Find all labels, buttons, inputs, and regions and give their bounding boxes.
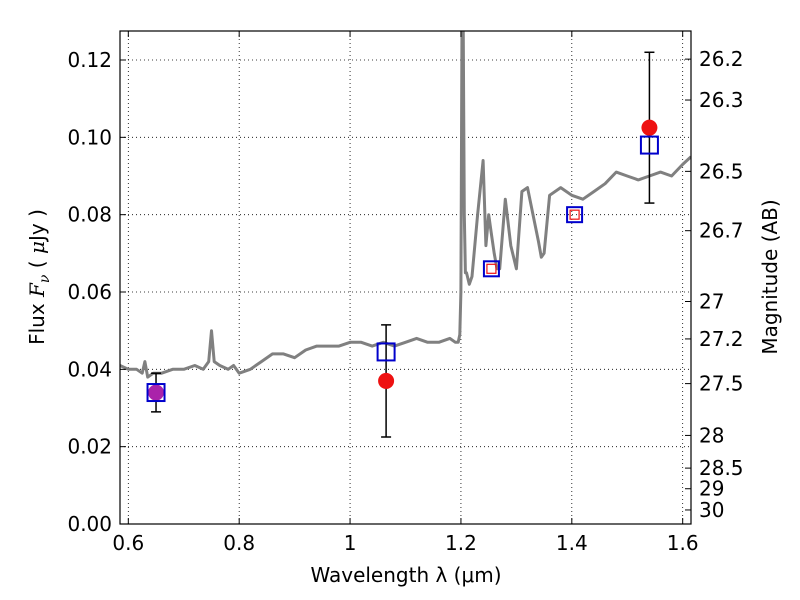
observed-point [148,384,165,401]
y2-tick-label: 29 [699,477,724,501]
y-tick-label: 0.02 [67,435,112,459]
x-tick-label: 0.6 [112,531,144,555]
y2-tick-label: 26.7 [699,219,744,243]
synthetic-point [482,260,500,278]
x-tick-label: 1.2 [445,531,477,555]
y2-tick-label: 28.5 [699,456,744,480]
y-axis-title-unit-open: ( [25,254,49,275]
observed-point-square [486,263,497,274]
x-tick-label: 1 [344,531,357,555]
y2-tick-label: 26.3 [699,88,744,112]
axes-ticks: 0.6 0.8 1 1.2 1.4 1.6 0.00 0.02 0.04 0.06 0.08 0.10… [67,31,744,555]
y-axis-title-unit-mu: μ [25,241,49,254]
y-axis-title-unit-rest: Jy ) [25,209,49,243]
y2-tick-label: 27 [699,289,724,313]
y-axis-title: Flux Fν ( μJy ) [25,209,53,345]
synthetic-point [146,383,166,403]
synthetic-point [566,206,584,224]
synthetic-point [376,342,396,362]
x-tick-label: 1.4 [556,531,588,555]
observed-point [641,119,658,136]
observed-point-square [569,209,580,220]
y-tick-label: 0.00 [67,512,112,536]
y-tick-label: 0.10 [67,125,112,149]
y-tick-label: 0.12 [67,48,112,72]
y-axis-title-symbol: F [25,282,49,298]
x-tick-label: 1.6 [667,531,699,555]
y2-tick-label: 30 [699,498,724,522]
x-tick-label: 0.8 [223,531,255,555]
y-axis-title-prefix: Flux [25,297,49,345]
y-tick-label: 0.06 [67,280,112,304]
y-axis-title-subscript: ν [37,274,53,283]
observed-point [378,372,395,389]
plot-frame [119,30,692,525]
y-tick-label: 0.08 [67,203,112,227]
plot-background [120,31,691,524]
model-spectrum-line [120,31,691,379]
y2-tick-label: 28 [699,423,724,447]
y2-tick-label: 26.2 [699,47,744,71]
y2-axis-title: Magnitude (AB) [758,199,782,354]
y2-tick-label: 26.5 [699,159,744,183]
x-axis-title: Wavelength λ (μm) [310,563,501,587]
y-tick-label: 0.04 [67,357,112,381]
synthetic-point [639,135,659,155]
y2-tick-label: 27.5 [699,372,744,396]
plot-area [120,31,691,438]
y2-tick-label: 27.2 [699,327,744,351]
